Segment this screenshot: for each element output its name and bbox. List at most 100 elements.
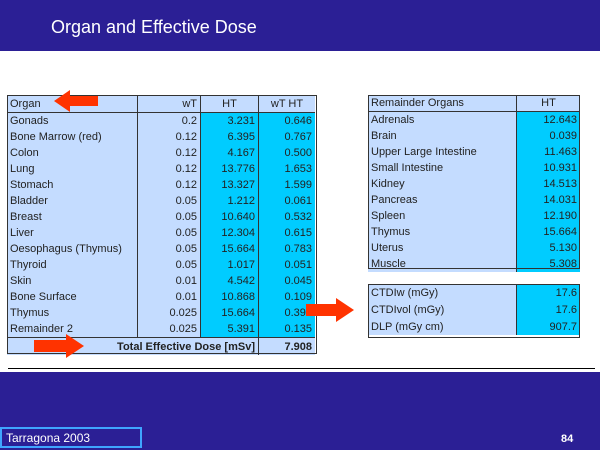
table-row: Pancreas 14.031 [368, 192, 580, 208]
ctdi-label: CTDIvol (mGy) [371, 303, 445, 316]
wtht-value: 0.061 [258, 193, 315, 209]
header-wtht: wT HT [258, 95, 315, 113]
table-row: Adrenals 12.643 [368, 111, 580, 128]
ht-value: 14.031 [516, 192, 580, 208]
organ-name: Colon [10, 147, 39, 159]
ht-value: 14.513 [516, 176, 580, 192]
table-row: Spleen 12.190 [368, 208, 580, 224]
ht-value: 12.190 [516, 208, 580, 224]
weight-value: 0.12 [137, 161, 201, 177]
weight-value: 0.12 [137, 145, 201, 161]
table-row: Colon 0.12 4.167 0.500 [7, 145, 315, 161]
ht-value: 1.017 [200, 257, 259, 273]
table-row: Muscle 5.308 [368, 256, 580, 272]
table-header-row: Organ wT HT wT HT [7, 95, 315, 113]
ht-value: 0.039 [516, 128, 580, 144]
organ-name: Breast [10, 211, 42, 223]
ht-value: 4.167 [200, 145, 259, 161]
ht-value: 15.664 [516, 224, 580, 240]
table-row: Breast 0.05 10.640 0.532 [7, 209, 315, 225]
weight-value: 0.01 [137, 273, 201, 289]
ht-value: 5.391 [200, 321, 259, 338]
table-row: CTDIw (mGy) 17.6 [368, 284, 580, 301]
weight-value: 0.01 [137, 289, 201, 305]
table-row: Lung 0.12 13.776 1.653 [7, 161, 315, 177]
wtht-value: 0.500 [258, 145, 315, 161]
ht-value: 4.542 [200, 273, 259, 289]
organ-name: Brain [371, 130, 397, 142]
footer-label-box: Tarragona 2003 [0, 427, 142, 448]
table-row: Oesophagus (Thymus) 0.05 15.664 0.783 [7, 241, 315, 257]
table-row: Bone Marrow (red) 0.12 6.395 0.767 [7, 129, 315, 145]
table-row: Brain 0.039 [368, 128, 580, 144]
weight-value: 0.05 [137, 257, 201, 273]
wtht-value: 0.051 [258, 257, 315, 273]
weight-value: 0.12 [137, 129, 201, 145]
organ-name: Kidney [371, 178, 405, 190]
ht-value: 6.395 [200, 129, 259, 145]
weight-value: 0.05 [137, 225, 201, 241]
arrow-right-icon [306, 298, 354, 322]
wtht-value: 1.599 [258, 177, 315, 193]
ht-value: 13.327 [200, 177, 259, 193]
wtht-value: 1.653 [258, 161, 315, 177]
table-row: Skin 0.01 4.542 0.045 [7, 273, 315, 289]
table-header-row: Remainder Organs HT [368, 95, 580, 112]
title-bar: Organ and Effective Dose [0, 0, 600, 51]
weight-value: 0.05 [137, 209, 201, 225]
table-row: Bladder 0.05 1.212 0.061 [7, 193, 315, 209]
ht-value: 10.931 [516, 160, 580, 176]
table-row: Remainder 2 0.025 5.391 0.135 [7, 321, 315, 338]
table-row: Upper Large Intestine 11.463 [368, 144, 580, 160]
total-value: 7.908 [258, 337, 315, 355]
ht-value: 10.868 [200, 289, 259, 305]
ht-value: 15.664 [200, 241, 259, 257]
organ-name: Remainder 2 [10, 323, 73, 335]
slide-title: Organ and Effective Dose [51, 17, 257, 37]
weight-value: 0.05 [137, 193, 201, 209]
ht-value: 5.308 [516, 256, 580, 272]
ht-value: 12.304 [200, 225, 259, 241]
organ-name: Stomach [10, 179, 54, 191]
table-row: DLP (mGy cm) 907.7 [368, 318, 580, 335]
organ-name: Pancreas [371, 194, 418, 206]
ht-value: 3.231 [200, 112, 259, 129]
organ-name: Thymus [10, 307, 50, 319]
ctdi-label: DLP (mGy cm) [371, 320, 444, 333]
wtht-value: 0.615 [258, 225, 315, 241]
table-row: Stomach 0.12 13.327 1.599 [7, 177, 315, 193]
ctdi-value: 907.7 [516, 318, 580, 335]
ht-value: 12.643 [516, 111, 580, 128]
organ-name: Bone Surface [10, 291, 77, 303]
wtht-value: 0.767 [258, 129, 315, 145]
table-row: Thymus 15.664 [368, 224, 580, 240]
table-row: Uterus 5.130 [368, 240, 580, 256]
table-row: Thymus 0.025 15.664 0.392 [7, 305, 315, 321]
arrow-left-icon [54, 90, 98, 112]
weight-value: 0.12 [137, 177, 201, 193]
wtht-value: 0.045 [258, 273, 315, 289]
organ-name: Muscle [371, 258, 406, 270]
header-wt: wT [137, 95, 201, 113]
weight-value: 0.05 [137, 241, 201, 257]
table-row: Liver 0.05 12.304 0.615 [7, 225, 315, 241]
table-row: Small Intestine 10.931 [368, 160, 580, 176]
table-row: CTDIvol (mGy) 17.6 [368, 301, 580, 318]
wtht-value: 0.532 [258, 209, 315, 225]
page-number: 84 [561, 433, 574, 445]
organ-name: Thyroid [10, 259, 47, 271]
organ-name: Adrenals [371, 114, 415, 126]
table-row: Thyroid 0.05 1.017 0.051 [7, 257, 315, 273]
organ-name: Lung [10, 163, 35, 175]
wtht-value: 0.109 [258, 289, 315, 305]
ctdi-label: CTDIw (mGy) [371, 286, 439, 299]
organ-name: Bladder [10, 195, 48, 207]
ctdi-table: CTDIw (mGy) 17.6 CTDIvol (mGy) 17.6 DLP (m… [368, 284, 580, 335]
ht-value: 11.463 [516, 144, 580, 160]
ht-value: 10.640 [200, 209, 259, 225]
remainder-organs-table: Remainder Organs HT Adrenals 12.643 Brain… [368, 95, 580, 272]
weight-value: 0.025 [137, 305, 201, 321]
weight-value: 0.2 [137, 112, 201, 129]
ht-value: 13.776 [200, 161, 259, 177]
wtht-value: 0.646 [258, 112, 315, 129]
